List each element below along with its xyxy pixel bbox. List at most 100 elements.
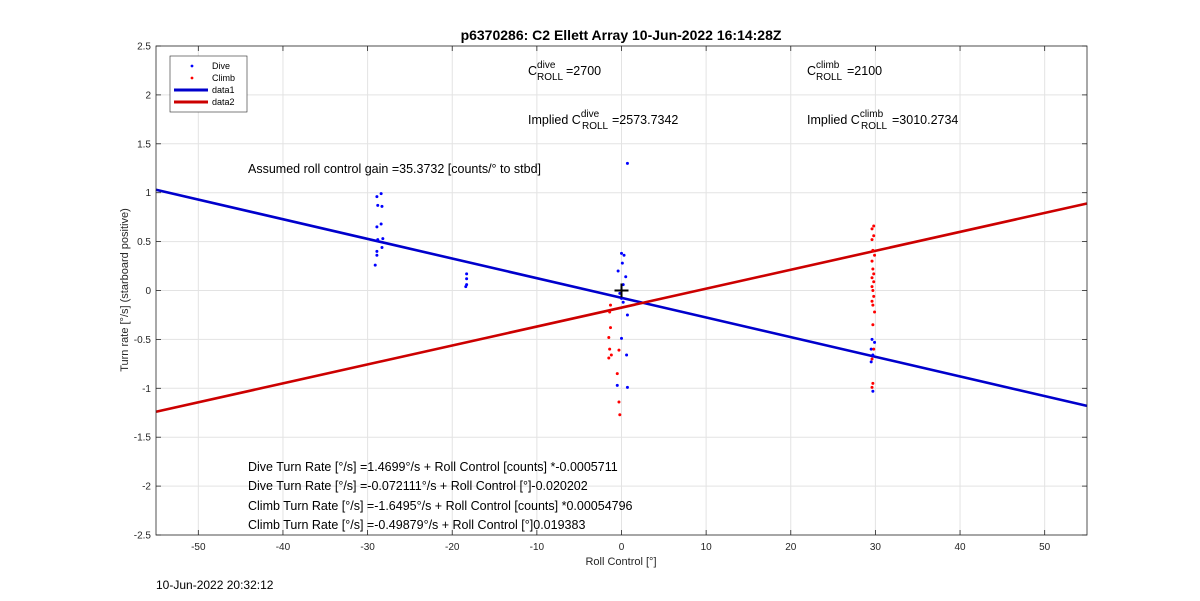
climb-point bbox=[608, 310, 612, 314]
x-tick-label: 40 bbox=[954, 542, 966, 553]
climb-point bbox=[870, 276, 874, 280]
y-tick-label: 0.5 bbox=[137, 237, 151, 248]
dive-point bbox=[625, 385, 629, 389]
dive-point bbox=[381, 237, 385, 241]
x-tick-label: 10 bbox=[701, 542, 713, 553]
dive-point bbox=[616, 269, 620, 273]
fit-equation-1: Dive Turn Rate [°/s] =1.4699°/s + Roll C… bbox=[248, 460, 618, 474]
series-layer bbox=[155, 161, 1088, 417]
dive-implied-annotation: Implied Cdive bbox=[528, 109, 600, 127]
climb-c-roll-subscript: ROLL bbox=[816, 72, 843, 83]
dive-point bbox=[464, 285, 468, 289]
legend-dive-marker bbox=[190, 64, 194, 68]
dive-point bbox=[621, 300, 625, 304]
climb-point bbox=[872, 272, 876, 276]
dive-c-roll-value: =2700 bbox=[566, 64, 601, 78]
climb-point bbox=[615, 372, 619, 376]
y-tick-label: -2 bbox=[142, 482, 151, 493]
climb-point bbox=[872, 234, 876, 238]
ticks: -50 -40 -30 -20 -10 0 10 20 30 40 50-2.5-2-1.5-1-0… bbox=[134, 42, 1087, 553]
dive-point bbox=[624, 275, 628, 279]
annotation-superscript: climb bbox=[816, 60, 840, 71]
y-axis-label: Turn rate [°/s] (starboard positive) bbox=[119, 208, 131, 372]
dive-point bbox=[379, 192, 383, 196]
dive-point bbox=[373, 263, 377, 267]
climb-point bbox=[872, 280, 876, 284]
dive-implied-value: =2573.7342 bbox=[612, 113, 678, 127]
dive-c-roll-annotation: Cdive bbox=[528, 60, 556, 78]
climb-point bbox=[871, 381, 875, 385]
fit-line-data2 bbox=[155, 202, 1088, 414]
timestamp: 10-Jun-2022 20:32:12 bbox=[156, 578, 274, 592]
climb-point bbox=[870, 357, 874, 361]
dive-point bbox=[375, 195, 379, 199]
y-tick-label: 1.5 bbox=[137, 139, 151, 150]
origin-plus-marker bbox=[614, 283, 629, 298]
dive-point bbox=[380, 204, 384, 208]
x-tick-label: -40 bbox=[276, 542, 291, 553]
dive-point bbox=[871, 389, 875, 393]
x-tick-label: -20 bbox=[445, 542, 460, 553]
dive-point bbox=[625, 161, 629, 165]
climb-point bbox=[872, 294, 876, 298]
climb-point bbox=[617, 400, 621, 404]
legend-dive-label: Dive bbox=[212, 61, 230, 71]
climb-point bbox=[871, 289, 875, 292]
climb-c-roll-annotation: Cclimb bbox=[807, 60, 840, 78]
annotation-symbol: C bbox=[807, 64, 816, 78]
dive-point bbox=[620, 336, 623, 340]
dive-point bbox=[380, 245, 384, 249]
dive-point bbox=[873, 340, 877, 344]
y-tick-label: 0 bbox=[145, 286, 151, 297]
dive-c-roll-subscript: ROLL bbox=[537, 72, 564, 83]
dive-point bbox=[620, 296, 623, 300]
climb-point bbox=[607, 335, 611, 339]
roll-gain-annotation: Assumed roll control gain =35.3732 [coun… bbox=[248, 162, 541, 176]
dive-point bbox=[870, 337, 874, 341]
y-tick-label: -1 bbox=[142, 384, 151, 395]
climb-point bbox=[609, 353, 613, 357]
legend-climb-marker bbox=[190, 76, 194, 80]
x-tick-label: 0 bbox=[619, 542, 625, 553]
dive-implied-subscript: ROLL bbox=[582, 121, 609, 132]
x-tick-label: 20 bbox=[785, 542, 797, 553]
fit-equation-3: Climb Turn Rate [°/s] =-1.6495°/s + Roll… bbox=[248, 499, 633, 513]
annotation-symbol: C bbox=[572, 113, 581, 127]
legend-climb-label: Climb bbox=[212, 73, 235, 83]
climb-point bbox=[870, 385, 874, 389]
y-tick-label: -2.5 bbox=[134, 531, 152, 542]
climb-point bbox=[871, 303, 875, 307]
x-tick-label: -10 bbox=[530, 542, 545, 553]
y-tick-label: -1.5 bbox=[134, 433, 152, 444]
climb-point bbox=[608, 326, 612, 330]
climb-point bbox=[608, 347, 612, 351]
dive-point bbox=[379, 222, 383, 226]
dive-point bbox=[620, 261, 624, 265]
x-axis-label: Roll Control [°] bbox=[585, 556, 656, 568]
dive-point bbox=[375, 225, 379, 229]
annotation-prefix: Implied bbox=[807, 113, 851, 127]
climb-point bbox=[871, 323, 875, 327]
climb-point bbox=[870, 227, 874, 231]
dive-point bbox=[625, 353, 629, 357]
dive-point bbox=[615, 383, 619, 387]
climb-point bbox=[870, 259, 874, 263]
climb-point bbox=[873, 310, 877, 314]
climb-point bbox=[872, 224, 876, 228]
annotation-superscript: dive bbox=[537, 60, 556, 71]
dive-point bbox=[869, 347, 873, 351]
x-tick-label: -30 bbox=[360, 542, 375, 553]
y-tick-label: 2.5 bbox=[137, 42, 151, 53]
dive-point bbox=[465, 272, 469, 276]
climb-point bbox=[871, 248, 875, 252]
dive-point bbox=[376, 238, 380, 242]
dive-point bbox=[375, 253, 379, 257]
climb-implied-subscript: ROLL bbox=[861, 121, 888, 132]
climb-point bbox=[618, 413, 622, 417]
dive-point bbox=[376, 203, 380, 207]
legend-data1-label: data1 bbox=[212, 85, 235, 95]
annotation-symbol: C bbox=[528, 64, 537, 78]
dive-point bbox=[625, 313, 629, 317]
dive-point bbox=[869, 360, 873, 364]
climb-implied-annotation: Implied Cclimb bbox=[807, 109, 884, 127]
